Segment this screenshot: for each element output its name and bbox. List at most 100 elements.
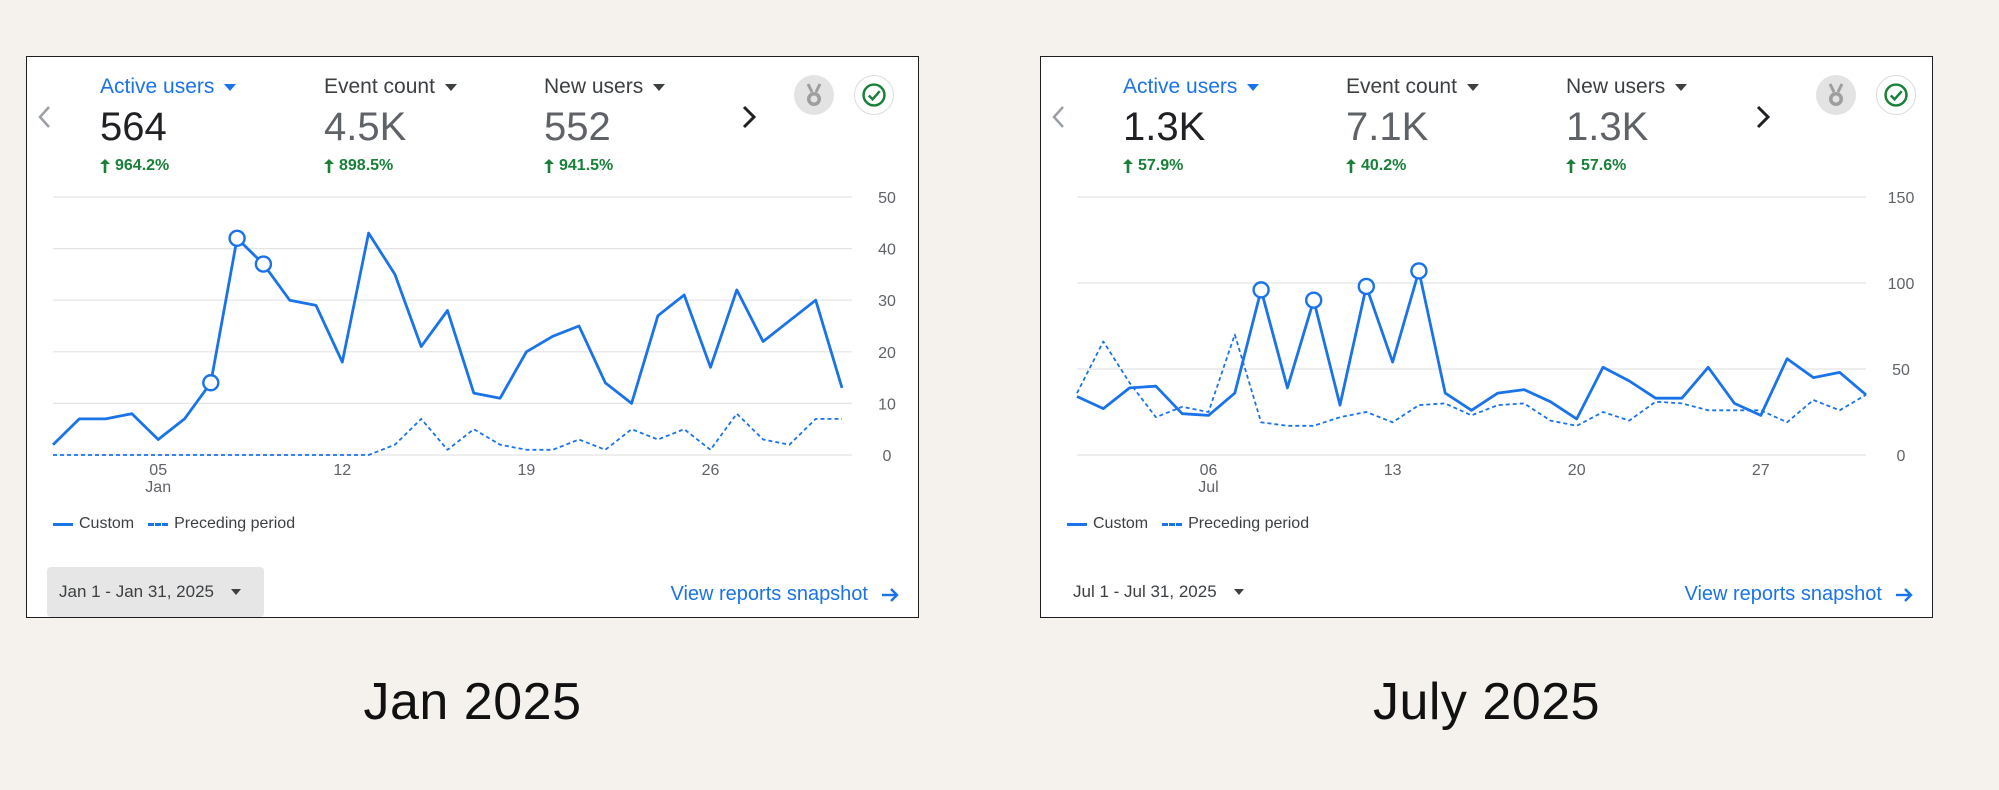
series-line-custom: [1076, 269, 1867, 421]
y-tick-label: 150: [1888, 190, 1915, 207]
y-tick-label: 20: [878, 345, 896, 362]
caret-down-icon: [224, 84, 237, 91]
x-tick-label: 12: [333, 462, 351, 479]
metric-name-label: Event count: [324, 75, 435, 98]
legend-solid-swatch: [1067, 522, 1087, 526]
metric-value: 1.3K: [1123, 105, 1206, 149]
x-tick-label: 06: [1200, 462, 1218, 479]
metric-new-users[interactable]: New users 552 941.5%: [544, 75, 754, 175]
arrow-up-icon: [1566, 159, 1576, 173]
metric-name[interactable]: Event count: [324, 75, 534, 99]
data-point-marker: [1357, 277, 1375, 296]
y-tick-label: 50: [878, 190, 896, 207]
arrow-up-icon: [1346, 159, 1356, 173]
metric-change-value: 964.2%: [115, 157, 170, 174]
data-point-marker: [228, 229, 246, 247]
metric-change: 941.5%: [544, 157, 754, 175]
metric-value: 1.3K: [1566, 105, 1649, 149]
x-tick-label: 13: [1384, 462, 1402, 479]
metric-name[interactable]: New users: [1566, 75, 1776, 99]
y-tick-label: 40: [878, 242, 896, 259]
caret-down-icon: [1675, 84, 1688, 91]
metric-name-label: Active users: [1123, 75, 1238, 98]
view-reports-snapshot-link[interactable]: View reports snapshot: [670, 583, 900, 606]
x-tick-label: 26: [702, 462, 720, 479]
dropdown-caret-icon: [1233, 589, 1244, 595]
view-reports-snapshot-label: View reports snapshot: [670, 583, 868, 605]
previous-metrics-chevron-icon[interactable]: [1047, 97, 1071, 137]
metric-change-value: 57.9%: [1138, 157, 1184, 174]
legend-custom-label: Custom: [79, 515, 135, 532]
metric-change-value: 898.5%: [339, 157, 394, 174]
x-tick-label: 20: [1568, 462, 1586, 479]
caret-down-icon: [653, 84, 666, 91]
data-point-marker: [1410, 262, 1428, 280]
x-tick-sublabel: Jul: [1198, 479, 1218, 496]
metric-change: 57.9%: [1123, 157, 1333, 175]
metric-name[interactable]: Active users: [1123, 75, 1333, 99]
x-tick-label: 27: [1752, 462, 1770, 479]
check-circle-icon[interactable]: [854, 75, 894, 115]
data-point-marker: [1252, 281, 1270, 299]
y-tick-label: 0: [1897, 448, 1906, 465]
y-tick-label: 100: [1888, 276, 1915, 293]
check-circle-icon[interactable]: [1876, 75, 1916, 115]
metric-name-label: Event count: [1346, 75, 1457, 98]
arrow-up-icon: [1123, 159, 1133, 173]
metric-name[interactable]: New users: [544, 75, 754, 99]
series-line-preceding: [1076, 333, 1867, 427]
metric-event-count[interactable]: Event count 7.1K 40.2%: [1346, 75, 1556, 175]
legend-solid-swatch: [53, 522, 73, 526]
award-badge-icon[interactable]: [1816, 75, 1856, 115]
metric-new-users[interactable]: New users 1.3K 57.6%: [1566, 75, 1776, 175]
x-tick-sublabel: Jan: [145, 479, 171, 496]
caret-down-icon: [444, 84, 457, 91]
metric-name-label: New users: [544, 75, 644, 98]
series-line-preceding: [53, 412, 842, 456]
metric-name-label: New users: [1566, 75, 1666, 98]
next-metrics-chevron-icon[interactable]: [735, 99, 761, 135]
y-tick-label: 0: [883, 448, 892, 465]
legend-dashed-swatch: [1162, 522, 1183, 526]
metric-value: 564: [100, 105, 167, 149]
arrow-up-icon: [324, 159, 334, 173]
y-tick-label: 30: [878, 293, 896, 310]
previous-metrics-chevron-icon[interactable]: [33, 97, 57, 137]
arrow-up-icon: [100, 159, 110, 173]
metric-name[interactable]: Event count: [1346, 75, 1556, 99]
y-tick-label: 50: [1892, 362, 1910, 379]
metric-active-users[interactable]: Active users 1.3K 57.9%: [1123, 75, 1333, 175]
view-reports-snapshot-link[interactable]: View reports snapshot: [1684, 583, 1914, 606]
arrow-right-icon: [1896, 587, 1913, 602]
data-point-marker: [1305, 291, 1323, 309]
award-badge-icon[interactable]: [794, 75, 834, 115]
date-range-label: Jul 1 - Jul 31, 2025: [1073, 582, 1217, 601]
x-tick-label: 19: [518, 462, 536, 479]
metric-change-value: 57.6%: [1581, 157, 1627, 174]
chart-legend: Custom Preceding period: [1067, 515, 1309, 533]
view-reports-snapshot-label: View reports snapshot: [1684, 583, 1882, 605]
metric-change: 964.2%: [100, 157, 310, 175]
data-point-marker: [254, 255, 273, 273]
y-tick-label: 10: [878, 396, 896, 413]
x-tick-label: 05: [149, 462, 167, 479]
date-range-selector[interactable]: Jan 1 - Jan 31, 2025: [47, 567, 265, 617]
series-line-custom: [52, 231, 844, 446]
dropdown-caret-icon: [231, 589, 242, 595]
analytics-card-jul: 0 50 100 150 06 Jul 13 20 27 Active users 1.3K 5…: [1040, 56, 1933, 618]
metric-change-value: 40.2%: [1361, 157, 1407, 174]
analytics-card-jan: 0 10 20 30 40 50 05 Jan 12 19 26 Active users 564 …: [26, 56, 919, 618]
metric-active-users[interactable]: Active users 564 964.2%: [100, 75, 310, 175]
next-metrics-chevron-icon[interactable]: [1749, 99, 1775, 135]
metric-change: 898.5%: [324, 157, 534, 175]
date-range-selector[interactable]: Jul 1 - Jul 31, 2025: [1061, 567, 1267, 617]
legend-dashed-swatch: [148, 522, 169, 526]
data-point-marker: [202, 374, 220, 392]
metric-event-count[interactable]: Event count 4.5K 898.5%: [324, 75, 534, 175]
caret-down-icon: [1466, 84, 1479, 91]
arrow-right-icon: [882, 587, 899, 602]
metric-name[interactable]: Active users: [100, 75, 310, 99]
caption-jan: Jan 2025: [363, 673, 582, 731]
